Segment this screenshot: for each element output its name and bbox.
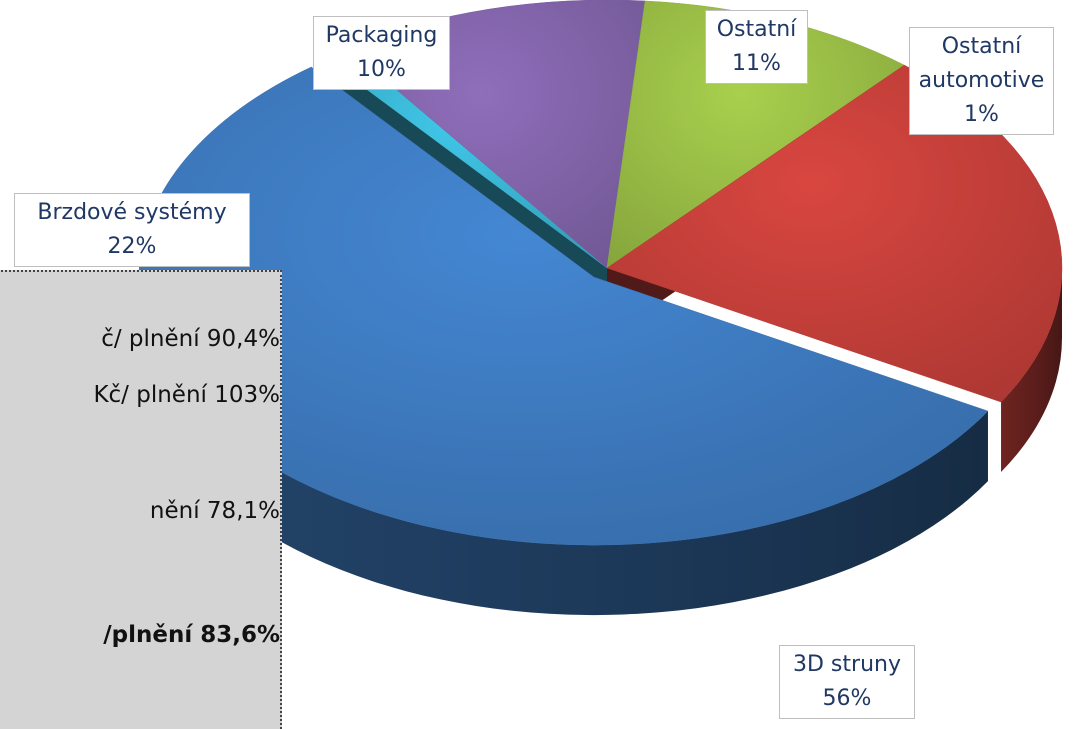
label-3d-struny: 3D struny 56% (779, 645, 915, 719)
pie-side-brzdové-systémy (1001, 268, 1062, 472)
overlay-line-4: /plnění 83,6% (103, 622, 280, 648)
label-brzdove-systemy: Brzdové systémy 22% (14, 193, 250, 267)
overlay-text-box: č/ plnění 90,4% Kč/ plnění 103% nění 78,… (0, 270, 282, 729)
pie-tops (138, 0, 1063, 546)
overlay-line-2: Kč/ plnění 103% (93, 382, 280, 408)
overlay-line-3: nění 78,1% (149, 498, 280, 524)
label-ostatni: Ostatní 11% (705, 10, 808, 84)
pie-side-3d-struny (138, 277, 988, 616)
overlay-line-1: č/ plnění 90,4% (101, 326, 280, 352)
pie-slice-3d-struny (138, 66, 989, 546)
label-packaging: Packaging 10% (313, 16, 450, 90)
label-ostatni-automotive: Ostatní automotive 1% (909, 27, 1054, 135)
